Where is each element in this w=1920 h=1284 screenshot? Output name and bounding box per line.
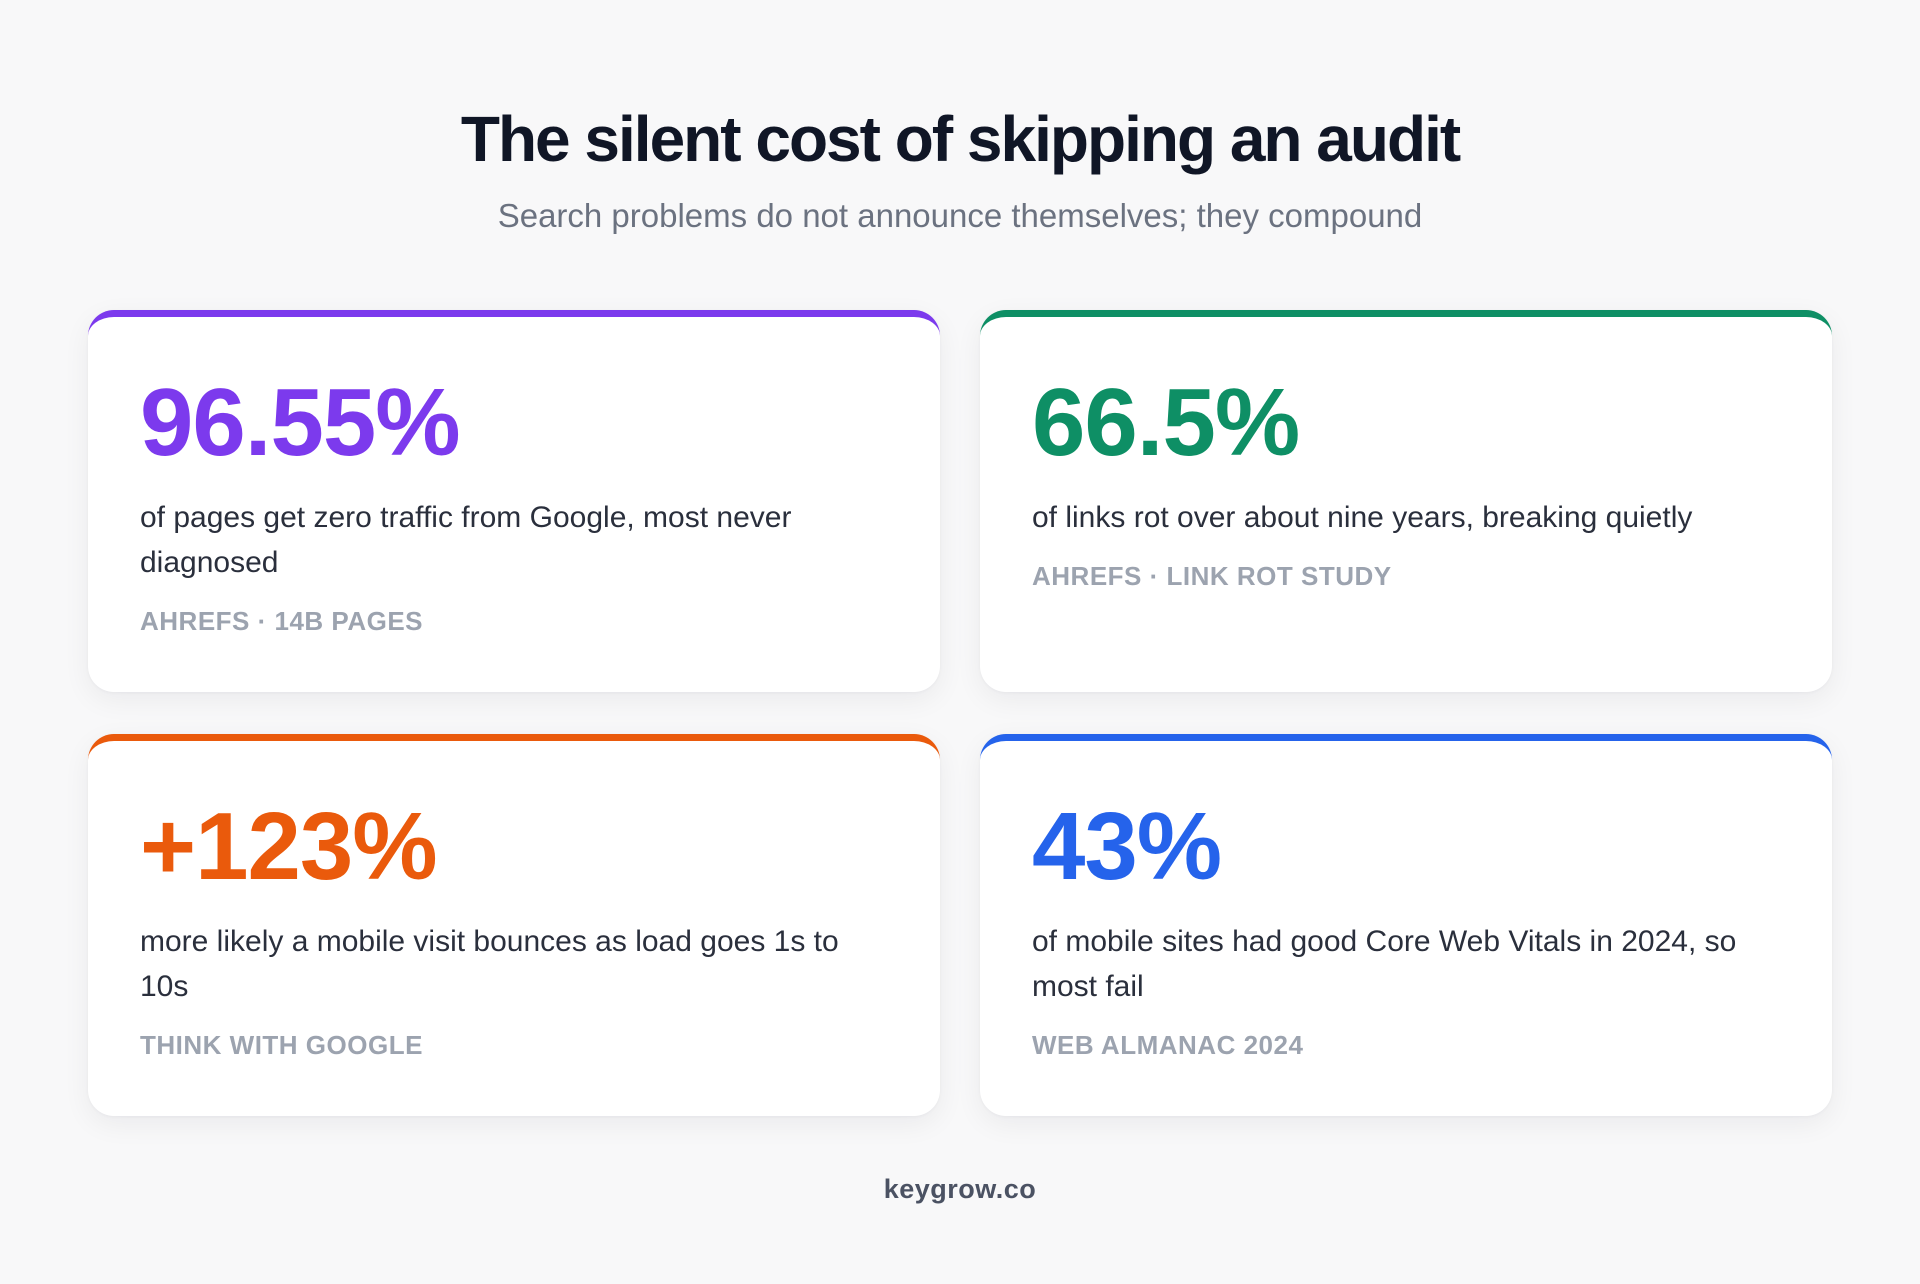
stat-source: AHREFS · 14B PAGES (140, 606, 424, 636)
stat-value: 96.55% (140, 369, 461, 476)
stat-source: AHREFS · LINK ROT STUDY (1032, 561, 1392, 591)
stat-source: THINK WITH GOOGLE (140, 1030, 423, 1060)
stat-card: +123% more likely a mobile visit bounces… (88, 734, 940, 1116)
stats-grid: 96.55% of pages get zero traffic from Go… (88, 310, 1832, 1116)
stat-description: of pages get zero traffic from Google, m… (140, 501, 792, 579)
brand-footer: keygrow.co (883, 1174, 1037, 1204)
stat-value: 43% (1032, 793, 1222, 900)
stat-card: 43% of mobile sites had good Core Web Vi… (980, 734, 1832, 1116)
stat-value: +123% (140, 793, 438, 900)
stat-description: of links rot over about nine years, brea… (1032, 501, 1693, 534)
stat-card: 96.55% of pages get zero traffic from Go… (88, 310, 940, 692)
page-subtitle: Search problems do not announce themselv… (497, 197, 1423, 234)
stat-card: 66.5% of links rot over about nine years… (980, 310, 1832, 692)
stat-description: of mobile sites had good Core Web Vitals… (1032, 925, 1737, 1003)
stat-source: WEB ALMANAC 2024 (1032, 1030, 1304, 1060)
page-title: The silent cost of skipping an audit (460, 103, 1461, 175)
stat-description: more likely a mobile visit bounces as lo… (140, 925, 839, 1003)
stat-value: 66.5% (1032, 369, 1300, 476)
